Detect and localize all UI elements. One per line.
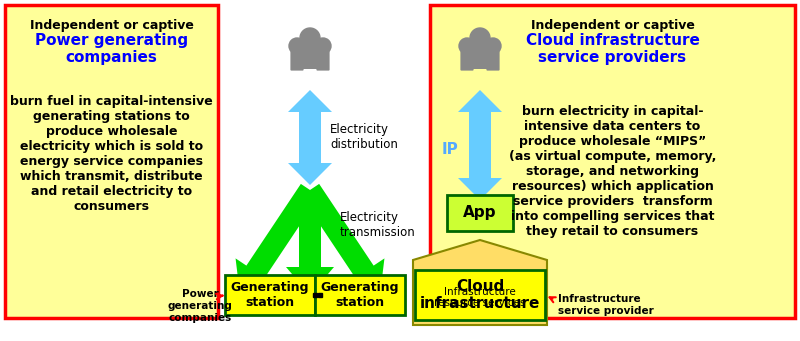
Polygon shape [458, 90, 502, 112]
Text: burn fuel in capital-intensive
generating stations to
produce wholesale
electric: burn fuel in capital-intensive generatin… [10, 95, 213, 213]
FancyBboxPatch shape [316, 51, 330, 71]
FancyBboxPatch shape [302, 45, 318, 69]
FancyBboxPatch shape [415, 270, 545, 320]
Text: Cloud infrastructure
service providers: Cloud infrastructure service providers [526, 33, 699, 65]
Text: Independent or captive: Independent or captive [30, 19, 194, 32]
Text: Power generating
companies: Power generating companies [35, 33, 188, 65]
FancyBboxPatch shape [225, 275, 315, 315]
FancyBboxPatch shape [315, 275, 405, 315]
Polygon shape [413, 240, 547, 325]
Circle shape [470, 28, 490, 48]
Text: Generating
station: Generating station [230, 281, 310, 309]
Polygon shape [301, 184, 385, 295]
Circle shape [485, 38, 501, 54]
Bar [469, 112, 491, 178]
FancyBboxPatch shape [486, 51, 499, 71]
Circle shape [300, 28, 320, 48]
Bar [299, 112, 321, 163]
FancyBboxPatch shape [430, 5, 795, 318]
Polygon shape [286, 190, 334, 295]
Text: IP: IP [442, 143, 458, 158]
Text: App: App [463, 206, 497, 221]
Text: Electricity
distribution: Electricity distribution [330, 123, 398, 151]
Polygon shape [288, 90, 332, 112]
FancyBboxPatch shape [447, 195, 513, 231]
Text: Infrastructure
resource services: Infrastructure resource services [434, 287, 526, 308]
Text: burn electricity in capital-
intensive data centers to
produce wholesale “MIPS”
: burn electricity in capital- intensive d… [509, 105, 716, 238]
Text: Electricity
transmission: Electricity transmission [340, 211, 416, 239]
Polygon shape [235, 184, 319, 295]
FancyBboxPatch shape [461, 51, 474, 71]
Circle shape [459, 38, 475, 54]
Polygon shape [288, 163, 332, 185]
Circle shape [315, 38, 331, 54]
Polygon shape [458, 178, 502, 200]
FancyBboxPatch shape [290, 51, 303, 71]
FancyBboxPatch shape [472, 45, 488, 69]
Text: Infrastructure
service provider: Infrastructure service provider [558, 294, 654, 316]
Circle shape [289, 38, 305, 54]
Text: Power
generating
companies: Power generating companies [167, 290, 233, 323]
Text: Generating
station: Generating station [321, 281, 399, 309]
Text: Independent or captive: Independent or captive [530, 19, 694, 32]
FancyBboxPatch shape [5, 5, 218, 318]
Text: Cloud
infrastructure: Cloud infrastructure [420, 279, 540, 311]
